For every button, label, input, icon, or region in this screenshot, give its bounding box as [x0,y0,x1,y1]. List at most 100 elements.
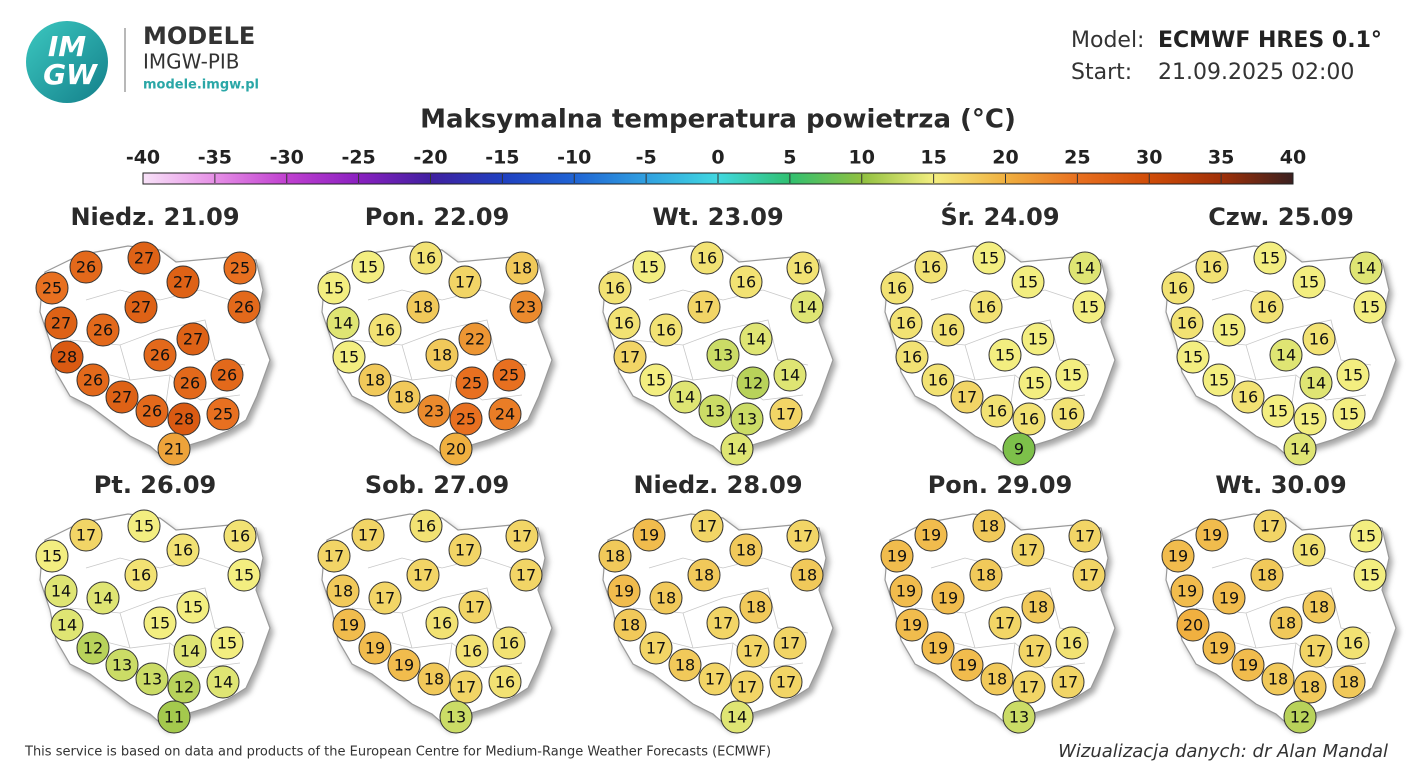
region-borders [632,289,809,411]
region-borders [914,289,1091,411]
temp-value: 18 [620,616,640,635]
temp-marker [668,648,702,682]
temp-value: 26 [83,371,103,390]
temp-value: 18 [797,566,817,585]
temp-value: 19 [1168,547,1188,566]
temp-value: 16 [416,517,436,536]
temp-marker [739,322,773,356]
temp-marker [729,533,763,567]
temp-value: 17 [465,598,485,617]
temp-value: 16 [614,314,634,333]
temp-value: 18 [976,566,996,585]
temp-marker [730,402,764,436]
temp-marker [1293,402,1327,436]
temp-marker [972,509,1006,543]
temp-value: 14 [57,616,77,635]
temp-value: 14 [675,388,695,407]
temp-value: 15 [1360,298,1380,317]
temp-value: 17 [646,639,666,658]
temp-marker [439,700,473,734]
temp-marker [488,665,522,699]
temp-marker [135,662,169,696]
temp-value: 18 [605,547,625,566]
start-label: Start: [1071,60,1132,85]
temp-marker [1269,338,1303,372]
temp-value: 27 [131,298,151,317]
temp-value: 19 [365,639,385,658]
temp-value: 16 [1202,258,1222,277]
temp-marker [1011,265,1045,299]
temp-value: 14 [1356,259,1376,278]
temp-value: 13 [112,656,132,675]
colorbar-tick-label: 15 [920,147,946,169]
temp-value: 15 [1339,405,1359,424]
temp-value: 17 [1019,678,1039,697]
temp-value: 23 [516,298,536,317]
temp-value: 17 [1058,673,1078,692]
temp-marker [448,265,482,299]
temp-value: 15 [1356,527,1376,546]
temp-value: 17 [776,405,796,424]
temp-marker [368,313,402,347]
temp-marker [1051,397,1085,431]
map-title: Niedz. 28.09 [633,471,802,499]
temp-marker [895,340,929,374]
temp-value: 16 [1177,314,1197,333]
temp-marker [613,608,647,642]
temp-value: 19 [639,526,659,545]
temp-marker [167,402,201,436]
map-panel: Wt. 23.09 16 15 16 16 16 14 16 16 17 14 17 13 15 14 12 1… [598,203,834,466]
temp-value: 26 [150,346,170,365]
temp-value: 15 [234,566,254,585]
temp-marker [889,306,923,340]
temp-marker [173,634,207,668]
temp-value: 16 [375,321,395,340]
temp-marker [351,518,385,552]
temp-value: 16 [230,527,250,546]
temp-marker [1021,322,1055,356]
temp-value: 17 [776,673,796,692]
temp-marker [914,250,948,284]
temp-value: 16 [1343,634,1363,653]
temp-value: 19 [921,526,941,545]
temp-marker [1353,558,1387,592]
temp-value: 16 [432,614,452,633]
colorbar-tick-label: -10 [557,147,591,169]
temp-marker [176,322,210,356]
temp-marker [1195,518,1229,552]
temp-value: 15 [1028,330,1048,349]
temp-marker [914,518,948,552]
temp-value: 18 [1276,614,1296,633]
logo [26,21,108,103]
temp-value: 25 [462,374,482,393]
temp-marker [505,519,539,553]
logo-text: GW [43,58,98,91]
temp-value: 18 [512,259,532,278]
temp-marker [769,397,803,431]
temp-value: 22 [465,330,485,349]
temp-value: 18 [394,388,414,407]
temp-value: 17 [375,589,395,608]
temp-marker [1055,626,1089,660]
temp-value: 17 [1306,642,1326,661]
temp-value: 17 [737,678,757,697]
temp-value: 16 [416,249,436,268]
colorbar-tick-label: 40 [1280,147,1306,169]
temp-marker [706,338,740,372]
temp-value: 15 [646,371,666,390]
temp-marker [988,606,1022,640]
temp-value: 21 [164,440,184,459]
temp-value: 19 [928,639,948,658]
temp-value: 28 [174,410,194,429]
temp-marker [769,665,803,699]
temp-value: 14 [180,642,200,661]
temp-marker [613,340,647,374]
temp-value: 16 [173,541,193,560]
temp-marker [332,608,366,642]
temp-marker [690,509,724,543]
temp-marker [425,338,459,372]
temp-value: 18 [736,541,756,560]
temp-marker [409,509,443,543]
temp-value: 16 [499,634,519,653]
temp-marker [86,581,120,615]
